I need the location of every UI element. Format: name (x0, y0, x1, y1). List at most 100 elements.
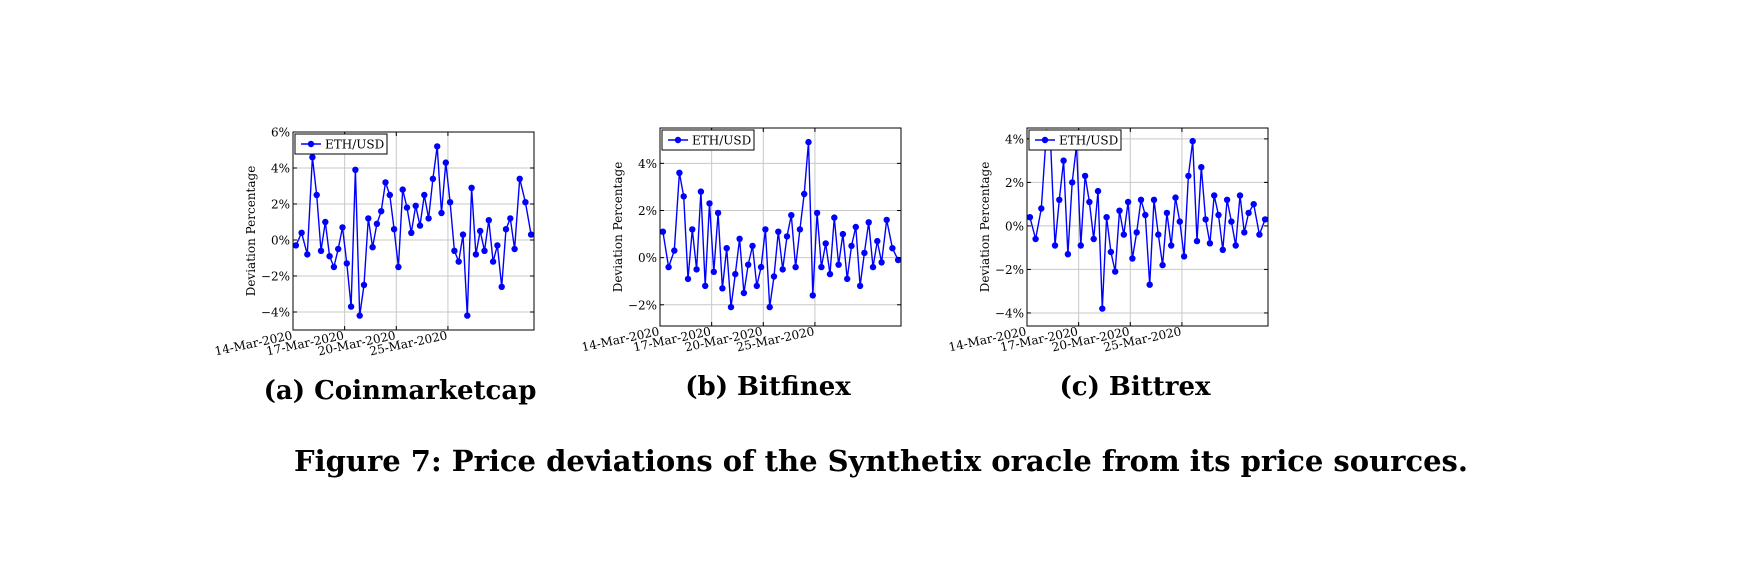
data-point (1163, 209, 1171, 217)
data-point (330, 263, 338, 271)
data-point (1086, 198, 1093, 206)
data-point (1155, 231, 1162, 238)
axes-frame (1026, 127, 1269, 327)
data-point (826, 270, 834, 278)
data-point (451, 247, 458, 254)
data-point (373, 220, 381, 227)
data-point (1180, 253, 1188, 260)
data-point (335, 245, 342, 253)
data-point (522, 199, 529, 206)
data-point (861, 249, 868, 257)
data-point (1137, 196, 1145, 203)
data-point (1103, 214, 1110, 221)
data-point (477, 227, 484, 235)
data-point (745, 261, 752, 268)
data-point (689, 226, 696, 233)
axes-frame (292, 131, 535, 331)
data-point (446, 199, 454, 206)
data-point (671, 247, 678, 254)
data-point (421, 191, 428, 199)
y-tick-label: 0% (271, 234, 290, 248)
data-point (723, 245, 730, 252)
data-point (788, 212, 795, 219)
data-point (762, 226, 769, 233)
data-point (494, 242, 501, 249)
data-point (878, 259, 885, 266)
data-point (889, 245, 896, 252)
chart-panel-bittrex: −4% −2% 0% 2% 4% 14-Mar-2020 17-Mar-2020 20-Mar… (947, 118, 1295, 408)
data-point (676, 169, 683, 176)
legend-label: ETH/USD (325, 138, 384, 152)
data-point (874, 237, 881, 245)
data-point (702, 282, 709, 290)
data-point (809, 292, 816, 299)
data-point (1081, 172, 1089, 180)
chart-coinmarketcap: −4%−2%0%2%4%6%14-Mar-202017-Mar-202020-M… (213, 126, 535, 358)
y-tick-label: −2% (628, 298, 657, 312)
series-line (662, 142, 899, 308)
data-point (1129, 255, 1136, 262)
data-point (719, 285, 726, 292)
data-point (1215, 211, 1222, 219)
data-point (343, 260, 350, 267)
data-point (856, 282, 864, 290)
data-point (292, 242, 300, 249)
y-axis-label: Deviation Percentage (978, 162, 992, 293)
data-point (382, 179, 389, 186)
grid (659, 128, 901, 326)
y-tick-label: 4% (1005, 132, 1024, 146)
data-point (313, 191, 320, 199)
data-point (356, 312, 363, 319)
axes-frame (659, 127, 902, 327)
data-point (697, 188, 705, 195)
data-point (468, 184, 475, 191)
data-point (1133, 229, 1140, 236)
chart-bitfinex: −2%0%2%4%14-Mar-202017-Mar-202020-Mar-20… (580, 127, 902, 354)
data-point (1261, 216, 1269, 223)
data-point (736, 235, 743, 242)
data-point (848, 242, 855, 250)
data-point (1124, 198, 1132, 206)
legend: ETH/USD (661, 129, 755, 151)
data-point (796, 226, 804, 233)
data-point (485, 217, 492, 224)
data-point (1032, 235, 1039, 243)
data-point (1219, 246, 1226, 253)
data-point (511, 245, 518, 253)
data-point (852, 223, 859, 231)
panel-caption: (a) Coinmarketcap (263, 376, 537, 406)
data-point (489, 258, 497, 265)
data-point (1120, 231, 1127, 238)
chart-panel-bitfinex: −2% 0% 2% 4% 14-Mar-2020 17-Mar-2020 20-Mar-20… (580, 118, 928, 408)
data-point (1189, 137, 1196, 145)
data-point (1038, 205, 1045, 212)
data-point (732, 270, 739, 278)
data-point (1064, 251, 1072, 258)
series-line (1029, 132, 1266, 309)
legend-box (661, 129, 755, 151)
data-point (498, 283, 505, 290)
data-point (749, 242, 756, 250)
data-point (770, 273, 778, 280)
data-point (438, 209, 445, 217)
data-point (412, 202, 419, 209)
data-point (464, 312, 471, 319)
data-point (706, 200, 713, 207)
data-point (1146, 281, 1153, 288)
data-point (805, 138, 812, 146)
y-axis-label: Deviation Percentage (244, 166, 258, 297)
chart-bittrex: −4%−2%0%2%4%14-Mar-202017-Mar-202020-Mar… (947, 127, 1269, 354)
data-point (1090, 235, 1097, 243)
data-point (365, 215, 372, 222)
data-point (434, 143, 441, 150)
data-point (369, 244, 376, 251)
data-point (298, 229, 305, 236)
legend: ETH/USD (1028, 129, 1122, 151)
data-point (822, 240, 829, 247)
data-point (1206, 240, 1214, 247)
data-point (813, 209, 821, 217)
data-point (386, 191, 393, 199)
data-point (481, 247, 488, 254)
data-point (1094, 187, 1102, 195)
data-point (472, 251, 480, 258)
